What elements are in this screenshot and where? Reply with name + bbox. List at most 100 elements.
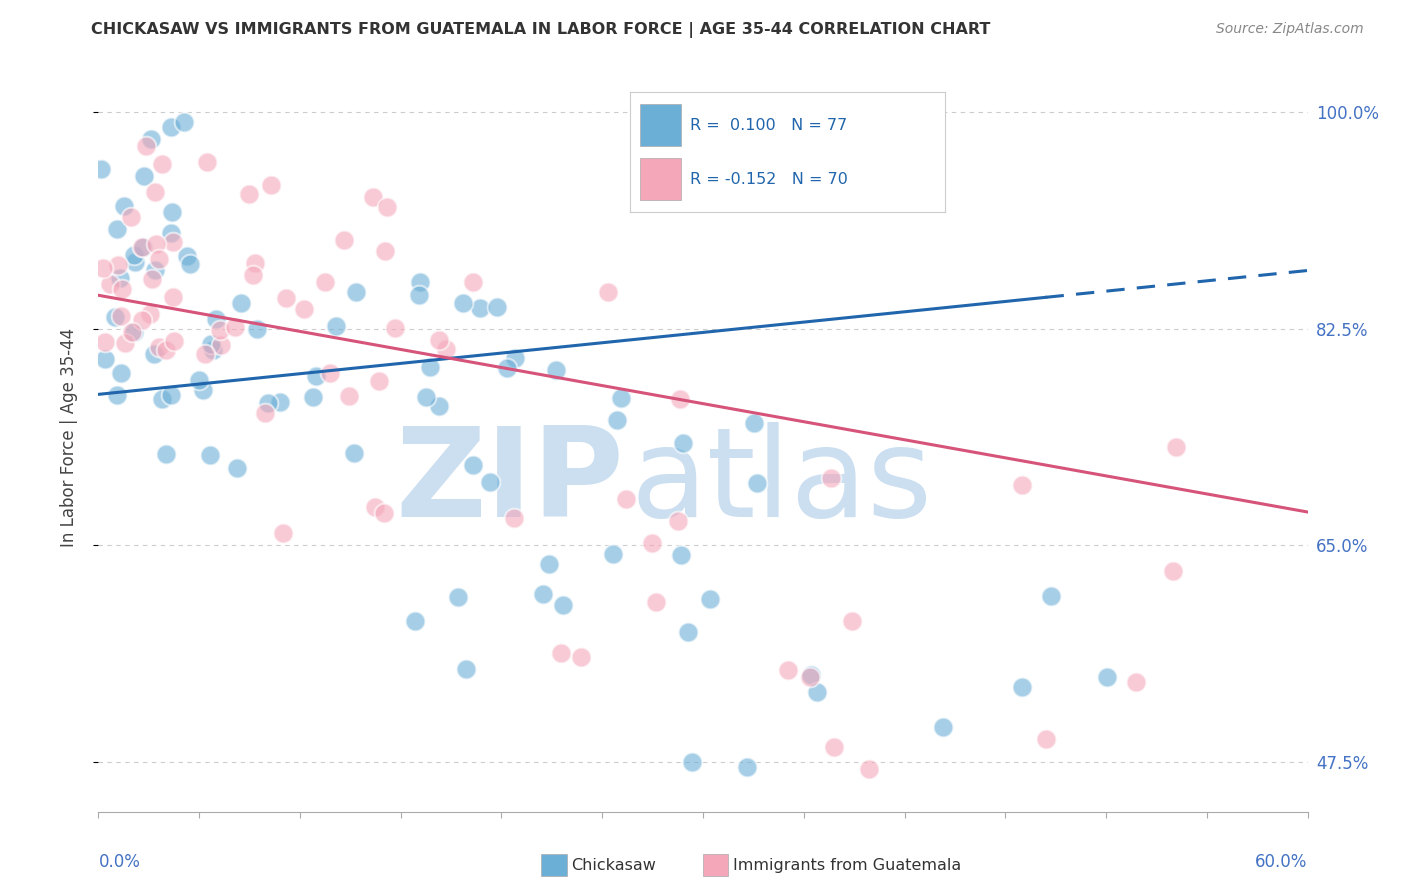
Point xyxy=(105,221,128,235)
Point xyxy=(301,390,323,404)
Point xyxy=(139,132,162,146)
Point xyxy=(253,406,276,420)
Point xyxy=(333,233,356,247)
Point xyxy=(271,526,294,541)
Point xyxy=(932,720,955,734)
Point xyxy=(495,361,517,376)
Point xyxy=(195,154,218,169)
Point xyxy=(148,340,170,354)
Point xyxy=(858,763,880,777)
Point xyxy=(409,275,432,289)
Point xyxy=(644,595,666,609)
Point xyxy=(375,200,398,214)
Point xyxy=(569,649,592,664)
Text: atlas: atlas xyxy=(630,422,932,542)
Point xyxy=(122,326,145,340)
Point xyxy=(537,557,560,571)
Point xyxy=(107,258,129,272)
Point xyxy=(122,247,145,261)
Point xyxy=(747,476,769,491)
Point xyxy=(142,347,165,361)
Point xyxy=(163,334,186,348)
Point xyxy=(640,535,662,549)
Point xyxy=(124,255,146,269)
Point xyxy=(1097,670,1119,684)
Point xyxy=(602,547,624,561)
Point xyxy=(799,670,821,684)
Point xyxy=(678,625,700,640)
Point xyxy=(132,240,155,254)
Point xyxy=(131,313,153,327)
Text: Chickasaw: Chickasaw xyxy=(571,858,655,872)
Point xyxy=(447,590,470,604)
Point xyxy=(110,271,132,285)
Text: ZIP: ZIP xyxy=(395,422,624,542)
Point xyxy=(453,296,475,310)
Point xyxy=(131,240,153,254)
Point xyxy=(114,336,136,351)
Point xyxy=(132,169,155,183)
Point xyxy=(699,591,721,606)
Point xyxy=(191,383,214,397)
Point xyxy=(361,190,384,204)
Point xyxy=(776,663,799,677)
Point xyxy=(150,157,173,171)
Point xyxy=(200,337,222,351)
Point xyxy=(669,392,692,406)
Point xyxy=(531,587,554,601)
Point xyxy=(419,359,441,374)
Point xyxy=(337,389,360,403)
Point xyxy=(669,548,692,562)
Point xyxy=(1125,674,1147,689)
Point xyxy=(1166,441,1188,455)
Point xyxy=(800,668,823,682)
Point xyxy=(434,342,457,356)
Text: Source: ZipAtlas.com: Source: ZipAtlas.com xyxy=(1216,22,1364,37)
Point xyxy=(614,491,637,506)
Point xyxy=(120,211,142,225)
Point xyxy=(553,598,575,612)
Point xyxy=(550,646,572,660)
Point xyxy=(238,187,260,202)
Point xyxy=(606,413,628,427)
Point xyxy=(159,226,181,240)
Point xyxy=(246,322,269,336)
Point xyxy=(188,373,211,387)
Point xyxy=(257,396,280,410)
Point xyxy=(742,416,765,430)
Point xyxy=(1035,732,1057,747)
Point xyxy=(485,300,508,314)
Point xyxy=(373,506,395,520)
Point xyxy=(735,760,758,774)
Point xyxy=(454,662,477,676)
Point xyxy=(98,277,121,291)
Point xyxy=(468,301,491,316)
Point xyxy=(408,288,430,302)
Point xyxy=(91,260,114,275)
Point xyxy=(135,138,157,153)
Point xyxy=(204,311,226,326)
Point xyxy=(502,510,524,524)
Point xyxy=(672,436,695,450)
Point xyxy=(598,285,620,299)
Point xyxy=(1161,564,1184,578)
Text: 0.0%: 0.0% xyxy=(98,853,141,871)
Point xyxy=(209,338,232,352)
Point xyxy=(666,514,689,528)
Point xyxy=(194,347,217,361)
Point xyxy=(274,292,297,306)
Point xyxy=(374,244,396,258)
Point xyxy=(343,446,366,460)
Point xyxy=(505,351,527,365)
Point xyxy=(94,335,117,350)
Point xyxy=(176,249,198,263)
Point xyxy=(159,388,181,402)
Point xyxy=(463,458,485,473)
Point xyxy=(314,275,336,289)
Point xyxy=(111,282,134,296)
Text: 60.0%: 60.0% xyxy=(1256,853,1308,871)
Point xyxy=(292,301,315,316)
Point xyxy=(141,272,163,286)
Point xyxy=(229,295,252,310)
Point xyxy=(245,256,267,270)
